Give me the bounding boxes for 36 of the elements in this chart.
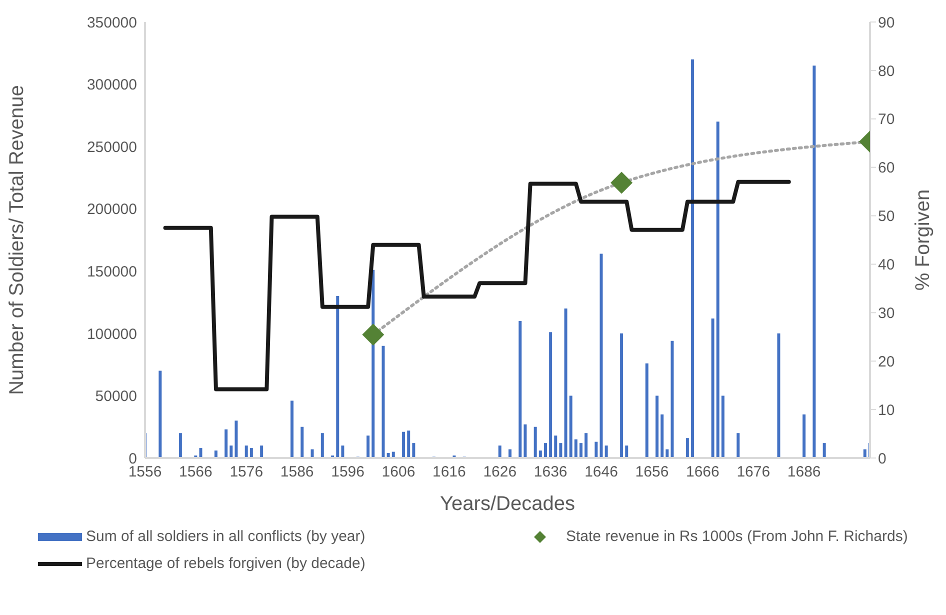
legend-label: Percentage of rebels forgiven (by decade) bbox=[86, 555, 366, 572]
y-tick-label: 250000 bbox=[86, 138, 137, 156]
y2-tick-label: 90 bbox=[878, 14, 895, 32]
x-tick-label: 1636 bbox=[534, 464, 568, 481]
y2-tick-label: 50 bbox=[878, 208, 895, 226]
x-tick-label: 1596 bbox=[331, 464, 364, 481]
x-tick-label: 1656 bbox=[635, 464, 669, 481]
y-tick-label: 300000 bbox=[86, 76, 137, 94]
x-tick-label: 1576 bbox=[230, 464, 264, 481]
y-tick-label: 200000 bbox=[86, 201, 137, 218]
x-tick-label: 1666 bbox=[686, 464, 720, 481]
x-tick-label: 1586 bbox=[280, 464, 314, 481]
x-axis-title: Years/Decades bbox=[440, 493, 575, 515]
y2-tick-label: 80 bbox=[878, 62, 895, 80]
y-tick-label: 150000 bbox=[86, 263, 137, 280]
x-tick-label: 1606 bbox=[382, 464, 416, 481]
y2-tick-label: 0 bbox=[878, 450, 886, 468]
y-tick-label: 100000 bbox=[86, 326, 137, 343]
x-tick-label: 1616 bbox=[432, 464, 466, 481]
y2-tick-label: 70 bbox=[878, 111, 895, 128]
legend-label: State revenue in Rs 1000s (From John F. Richards) bbox=[566, 528, 908, 545]
y2-axis-title: % Forgiven bbox=[912, 189, 934, 291]
x-tick-label: 1646 bbox=[584, 464, 618, 481]
x-tick-label: 1566 bbox=[179, 464, 212, 481]
x-tick-label: 1686 bbox=[787, 464, 821, 481]
x-tick-label: 1626 bbox=[483, 464, 517, 481]
y2-tick-label: 10 bbox=[878, 402, 895, 419]
y-tick-label: 50000 bbox=[95, 388, 137, 406]
y2-tick-label: 60 bbox=[878, 160, 895, 177]
y2-tick-label: 40 bbox=[878, 256, 895, 274]
y-axis-title: Number of Soldiers/ Total Revenue bbox=[6, 85, 28, 395]
x-tick-label: 1676 bbox=[736, 464, 770, 481]
y-tick-label: 350000 bbox=[86, 14, 137, 32]
legend-label: Sum of all soldiers in all conflicts (by year) bbox=[86, 528, 366, 545]
y2-tick-label: 30 bbox=[878, 304, 895, 322]
y2-tick-label: 20 bbox=[878, 353, 895, 370]
